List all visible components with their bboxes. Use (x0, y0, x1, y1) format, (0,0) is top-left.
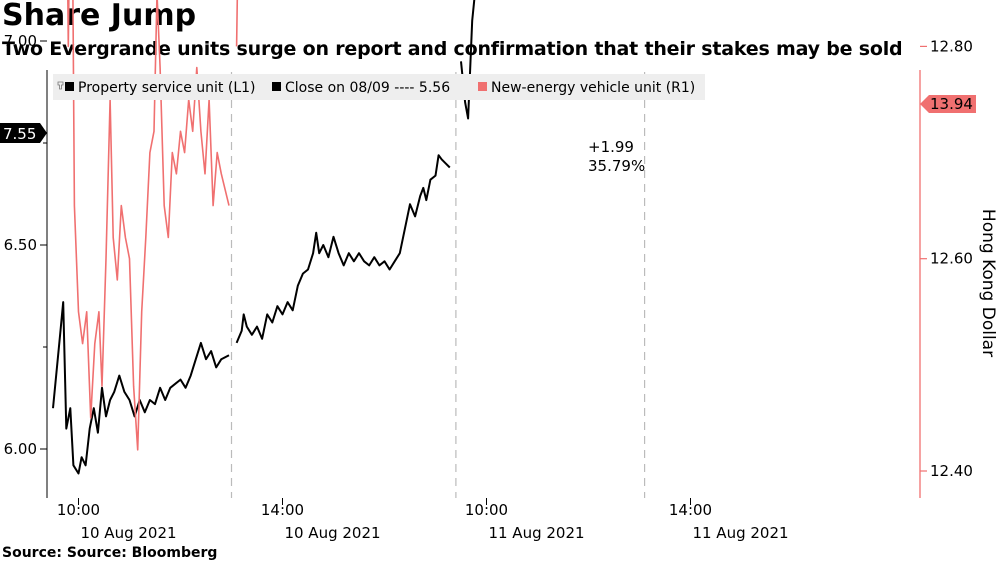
x-tick-time-2: 10:00 (465, 501, 508, 519)
x-tick-date-1: 10 Aug 2021 (284, 524, 380, 542)
legend-swatch-property-service (65, 82, 74, 91)
legend-swatch-new-energy (478, 82, 487, 91)
right-tick-label-1: 12.60 (930, 250, 973, 268)
x-tick-time-1: 14:00 (261, 501, 304, 519)
gain-change: +1.99 (588, 138, 634, 156)
left-last-value-tag (0, 123, 47, 143)
chart-subtitle: Two Evergrande units surge on report and… (2, 38, 903, 60)
x-tick-time-3: 14:00 (669, 501, 712, 519)
x-tick-date-2: 11 Aug 2021 (488, 524, 584, 542)
legend-label-property-service: Property service unit (L1) (78, 80, 256, 96)
x-tick-time-0: 10:00 (57, 501, 100, 519)
legend-background (53, 74, 705, 100)
legend: Property service unit (L1) Close on 08/0… (53, 74, 705, 100)
gain-annotation: +1.99 35.79% (588, 138, 645, 175)
right-last-value-label: 13.94 (930, 95, 973, 113)
new-energy-line-1 (235, 0, 239, 47)
right-tick-label-2: 12.80 (930, 37, 973, 55)
legend-label-close: Close on 08/09 ---- 5.56 (285, 80, 450, 96)
left-axis-ticks: 6.006.507.007.50 (4, 32, 47, 458)
left-last-value-label: 7.55 (3, 125, 36, 143)
right-axis-label: Hong Kong Dollar (978, 209, 998, 357)
left-last-value-marker: 7.55 (0, 123, 47, 143)
left-tick-label-0: 6.00 (4, 440, 37, 458)
new-energy-line-0 (67, 0, 230, 451)
right-last-value-tag (920, 95, 976, 113)
x-axis-ticks: 10:00 10 Aug 2021 14:00 10 Aug 2021 10:00 11 … (57, 498, 789, 542)
property-service-line-0 (52, 301, 230, 475)
legend-swatch-close (272, 82, 281, 91)
right-axis-ticks: 12.4012.6012.8013.0013.2013.4013.6013.80… (920, 37, 973, 480)
left-tick-label-1: 6.50 (4, 236, 37, 254)
right-tick-label-0: 12.40 (930, 462, 973, 480)
right-last-value-marker: 13.94 (920, 95, 976, 113)
legend-pin-icon (57, 81, 64, 90)
property-service-line-1 (235, 154, 451, 344)
left-tick-label-2: 7.00 (4, 32, 37, 50)
session-break-lines (230, 72, 646, 498)
series-layer (52, 0, 476, 475)
x-tick-date-3: 11 Aug 2021 (692, 524, 788, 542)
source-note: Source: Source: Bloomberg (2, 545, 218, 561)
gain-percent: 35.79% (588, 157, 645, 175)
property-service-line-2 (460, 0, 476, 120)
chart-title: Share Jump (2, 0, 197, 33)
x-tick-date-0: 10 Aug 2021 (80, 524, 176, 542)
legend-label-new-energy: New-energy vehicle unit (R1) (491, 80, 695, 96)
